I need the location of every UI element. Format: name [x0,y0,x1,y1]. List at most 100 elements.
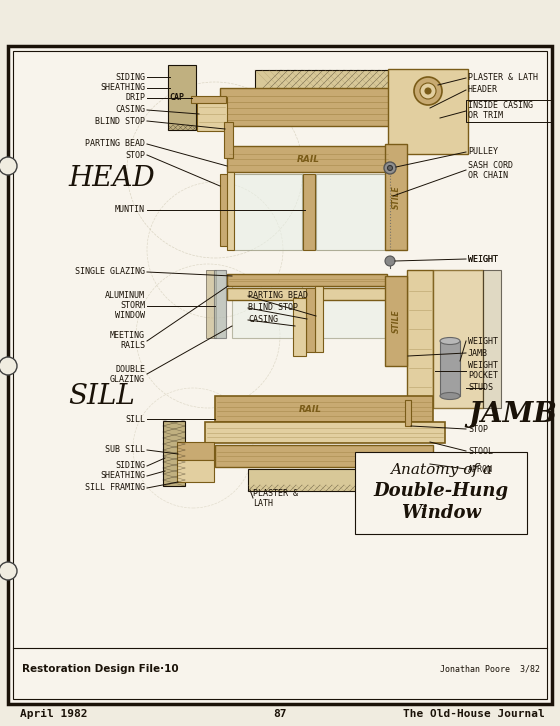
Bar [385,144,407,250]
Circle shape [0,562,17,580]
Text: SASH CORD: SASH CORD [468,160,513,169]
Bar [316,278,386,338]
Text: RAIL: RAIL [298,404,321,414]
Text: JAMB: JAMB [468,348,488,357]
Text: POCKET: POCKET [468,372,498,380]
Bar [227,172,234,250]
Circle shape [0,157,17,175]
Text: WEIGHT: WEIGHT [468,362,498,370]
Text: SIDING: SIDING [115,73,145,81]
Bar [388,69,468,154]
Text: OR CHAIN: OR CHAIN [468,171,508,179]
Text: Restoration Design File·10: Restoration Design File·10 [22,664,179,674]
Text: OR TRIM: OR TRIM [468,112,503,121]
Circle shape [425,88,431,94]
Bar [248,469,358,491]
Text: CASING: CASING [248,316,278,325]
Text: SHEATHING: SHEATHING [100,471,145,481]
Bar [303,174,315,250]
Bar [215,396,433,422]
Text: HEAD: HEAD [68,165,155,192]
Bar [232,174,302,250]
Text: SILL: SILL [68,383,135,409]
Bar [197,97,227,131]
Text: STOP: STOP [468,425,488,433]
Text: HEADER: HEADER [468,86,498,94]
Text: PARTING BEAD: PARTING BEAD [85,139,145,149]
Text: SUB SILL: SUB SILL [105,446,145,454]
Text: Double-Hung: Double-Hung [374,482,508,500]
Text: SILL FRAMING: SILL FRAMING [85,484,145,492]
Text: STOOL: STOOL [468,446,493,455]
Text: CASING: CASING [115,105,145,115]
Bar [440,341,460,396]
Text: WINDOW: WINDOW [115,311,145,320]
Circle shape [388,166,393,171]
Text: RAILS: RAILS [120,341,145,351]
Text: WEIGHT: WEIGHT [468,255,498,264]
Text: PLASTER &: PLASTER & [253,489,298,499]
Bar [191,96,226,103]
Text: DRIP: DRIP [125,94,145,102]
Bar [220,174,228,246]
Text: GLAZING: GLAZING [110,375,145,383]
Text: PULLEY: PULLEY [468,147,498,157]
Ellipse shape [440,393,460,399]
Bar [255,70,440,96]
Circle shape [420,83,436,99]
Text: DOUBLE: DOUBLE [115,364,145,373]
Text: WEIGHT: WEIGHT [468,255,498,264]
Bar [13,51,547,699]
Text: SHEATHING: SHEATHING [100,83,145,92]
Text: SILL: SILL [125,415,145,423]
Bar [205,422,445,443]
Bar [405,400,411,426]
Text: BLIND STOP: BLIND STOP [95,116,145,126]
Bar [227,146,390,172]
Text: BLIND STOP: BLIND STOP [248,303,298,312]
Text: RAIL: RAIL [296,155,320,163]
Bar [206,270,216,338]
Text: STILE: STILE [391,309,400,333]
Text: SIDING: SIDING [115,462,145,470]
Text: The Old-House Journal: The Old-House Journal [403,709,545,719]
Text: April 1982: April 1982 [20,709,87,719]
Text: STORM: STORM [120,301,145,311]
Bar [385,276,407,366]
Bar [306,288,315,352]
Circle shape [0,357,17,375]
Bar [293,298,306,356]
Text: CAP: CAP [169,94,184,102]
Text: STILE: STILE [391,185,400,209]
Bar [483,270,501,408]
Bar [407,270,433,408]
Text: INSIDE CASING: INSIDE CASING [468,102,533,110]
Bar [215,445,433,467]
Bar [177,460,214,482]
Bar [315,286,323,352]
Text: MUNTIN: MUNTIN [115,205,145,214]
Text: Anatomy of a: Anatomy of a [390,463,492,477]
Text: PARTING BEAD: PARTING BEAD [248,292,308,301]
Bar [227,288,387,300]
Text: JAMB: JAMB [468,401,557,428]
Text: STUDS: STUDS [468,383,493,393]
Text: STOP: STOP [125,150,145,160]
Text: 87: 87 [273,709,287,719]
Bar [232,278,302,338]
Bar [355,452,527,534]
Text: SINGLE GLAZING: SINGLE GLAZING [75,267,145,277]
Bar [433,270,483,408]
Circle shape [414,77,442,105]
Bar [224,122,233,158]
Bar [466,100,551,122]
Bar [168,65,196,130]
Text: WEIGHT: WEIGHT [468,336,498,346]
Bar [177,442,214,460]
Text: MEETING: MEETING [110,332,145,340]
Bar [316,174,386,250]
Ellipse shape [440,338,460,345]
Text: ALUMINUM: ALUMINUM [105,292,145,301]
Bar [227,274,387,286]
Bar [214,270,226,338]
